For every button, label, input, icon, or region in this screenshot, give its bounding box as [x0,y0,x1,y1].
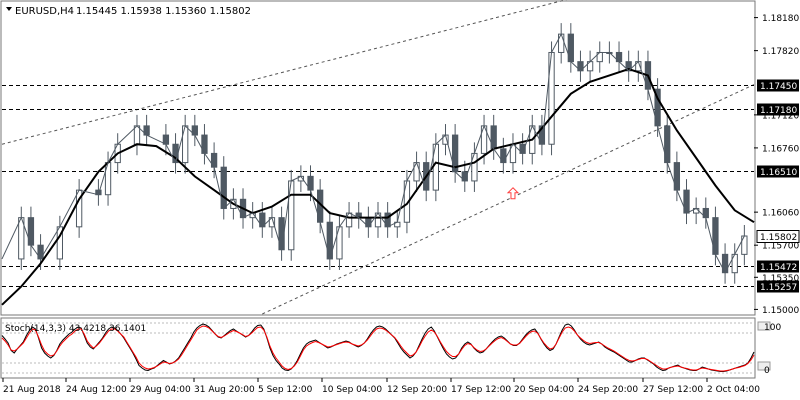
symbol-label: EURUSD,H4 [15,6,74,17]
price-tick-label: 1.16060 [762,209,799,219]
level-price-text: 1.17180 [760,106,797,116]
time-tick-label: 5 Sep 12:00 [258,385,313,395]
level-price-tag [757,280,799,293]
current-price-text: 1.15802 [760,233,797,243]
time-tick-label: 27 Sep 12:00 [643,385,703,395]
time-tick-label: 24 Aug 12:00 [66,385,127,395]
level-price-text: 1.17450 [760,82,797,92]
time-tick-label: 12 Sep 20:00 [387,385,447,395]
level-price-labels: 1.17450 1.17180 1.16510 1.15472 1.15257 1.158… [756,79,800,293]
price-line [1,32,745,274]
price-tick-label: 1.17820 [762,47,799,57]
price-tick-label: 1.15350 [762,274,799,284]
level-price-tag [757,260,799,273]
level-price-text: 1.15472 [760,263,797,273]
price-tick-label: 1.18180 [762,14,799,24]
candle-body [133,125,141,145]
current-price-tag [756,230,800,243]
level-price-tag [757,165,799,178]
level-price-text: 1.16510 [760,168,797,178]
time-tick-label: 2 Oct 04:00 [707,385,760,395]
horizontal-levels[interactable] [2,85,754,287]
time-tick-label: 21 Aug 2018 [3,385,61,395]
up-arrow-icon[interactable] [506,187,520,200]
time-tick-label: 10 Sep 04:00 [322,385,382,395]
time-tick-label: 17 Sep 12:00 [451,385,511,395]
price-tick-label: 1.15700 [762,242,799,252]
osc-level-box [757,321,771,331]
time-tick-label: 20 Sep 04:00 [514,385,574,395]
stoch-signal-line [1,325,755,372]
time-tick-label: 24 Sep 20:00 [578,385,638,395]
stochastic-oscillator [1,321,771,374]
oscillator-panel-frame [0,317,756,379]
ohlc-readout: 1.15445 1.15938 1.15360 1.15802 [76,6,251,17]
dropdown-triangle-icon[interactable] [6,7,12,11]
osc-level-100-label: 100 [764,323,781,333]
time-tick-label: 31 Aug 20:00 [194,385,255,395]
price-axis: 1.18180 1.17820 1.17120 1.16760 1.16060 1.157… [754,14,799,316]
price-tick-label: 1.17120 [762,111,799,121]
up-arrow-marker[interactable] [506,187,520,200]
main-panel-frame [0,0,756,316]
price-tick-label: 1.15000 [762,306,799,316]
osc-level-box [757,361,771,371]
price-tick-label: 1.16760 [762,144,799,154]
moving-average-line [1,67,755,306]
level-price-tag [757,103,799,116]
time-tick-label: 29 Aug 04:00 [130,385,191,395]
stoch-main-line [1,323,755,372]
time-axis: 21 Aug 2018 24 Aug 12:00 29 Aug 04:00 31 Au… [2,378,760,395]
level-price-text: 1.15257 [760,283,797,293]
oscillator-label: Stoch(14,3,3) 43.4218 36.1401 [5,324,146,334]
level-price-tag [757,79,799,92]
osc-level-0-label: 0 [764,366,770,376]
